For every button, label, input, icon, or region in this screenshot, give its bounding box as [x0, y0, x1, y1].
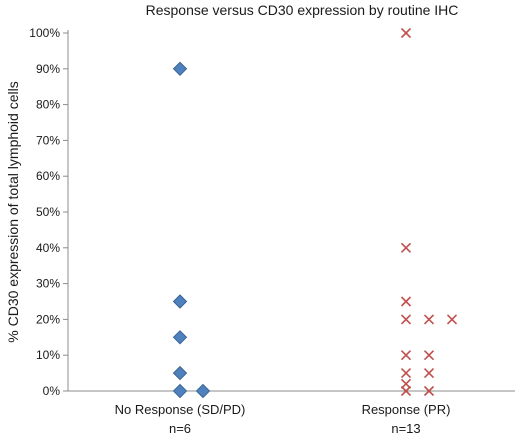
y-tick-label: 40% — [36, 241, 60, 255]
data-point-x — [400, 296, 412, 307]
y-tick-label: 100% — [29, 26, 60, 40]
data-point-x — [423, 385, 435, 397]
data-point-diamond — [172, 294, 188, 309]
data-point-diamond — [172, 365, 188, 381]
data-point-diamond — [172, 61, 188, 77]
data-point-x — [446, 314, 458, 325]
data-point-x — [400, 350, 412, 361]
data-point-x — [400, 368, 412, 379]
y-tick-label: 10% — [36, 348, 60, 362]
data-points — [172, 27, 458, 399]
data-point-x — [400, 314, 412, 325]
data-point-x — [423, 314, 435, 325]
data-point-diamond — [172, 383, 188, 399]
y-tick-label: 20% — [36, 312, 60, 326]
data-point-x — [423, 350, 435, 361]
data-point-x — [400, 378, 412, 389]
data-point-diamond — [195, 383, 211, 399]
y-tick-label: 70% — [36, 133, 60, 147]
data-point-diamond — [172, 330, 188, 345]
data-point-x — [400, 385, 412, 397]
y-tick-label: 60% — [36, 169, 60, 183]
data-point-x — [423, 368, 435, 379]
y-tick-label: 50% — [36, 205, 60, 219]
y-tick-label: 80% — [36, 98, 60, 112]
category-n-label: n=13 — [391, 421, 420, 436]
y-tick-label: 0% — [43, 384, 61, 398]
y-axis-label: % CD30 expression of total lymphoid cell… — [5, 81, 21, 342]
category-label: Response (PR) — [362, 402, 451, 417]
category-n-label: n=6 — [169, 421, 191, 436]
data-point-x — [400, 242, 412, 253]
category-labels: No Response (SD/PD) n=6 Response (PR) n=13 — [115, 402, 451, 436]
y-axis-ticks: 0% 10% 20% 30% 40% 50% 60% 70% 80% 90% 100% — [29, 26, 68, 398]
chart-title: Response versus CD30 expression by routi… — [146, 2, 459, 18]
data-point-x — [400, 27, 412, 39]
y-tick-label: 90% — [36, 62, 60, 76]
y-tick-label: 30% — [36, 277, 60, 291]
category-label: No Response (SD/PD) — [115, 402, 246, 417]
